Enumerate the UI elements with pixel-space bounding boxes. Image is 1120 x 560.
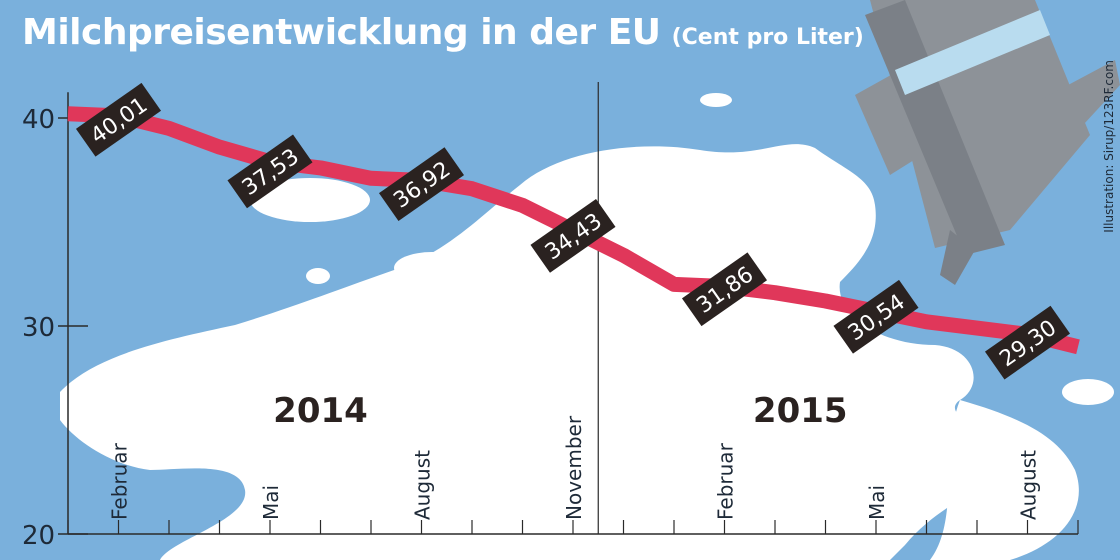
chart-subtitle: (Cent pro Liter) xyxy=(671,25,864,50)
milk-splash-illustration xyxy=(60,93,1114,560)
data-label-box xyxy=(75,82,162,157)
y-tick-label: 30 xyxy=(22,313,55,343)
y-tick-label: 40 xyxy=(22,105,55,135)
month-label: November xyxy=(562,415,586,520)
month-label: Mai xyxy=(865,485,889,520)
data-label-box xyxy=(227,134,313,209)
data-label-box xyxy=(530,199,616,273)
chart-title: Milchpreisentwicklung in der EU xyxy=(22,12,661,53)
data-label-box xyxy=(378,147,465,221)
month-label: August xyxy=(1017,450,1041,520)
month-label: Februar xyxy=(108,442,132,520)
data-label-box xyxy=(681,252,768,327)
y-tick-label: 20 xyxy=(22,521,55,551)
milk-can-illustration xyxy=(855,0,1120,285)
data-label-box xyxy=(833,279,919,354)
data-label-box xyxy=(984,305,1071,380)
year-label: 2015 xyxy=(753,391,848,431)
year-label: 2014 xyxy=(273,391,368,431)
month-label: Mai xyxy=(259,485,283,520)
month-label: Februar xyxy=(714,442,738,520)
month-label: August xyxy=(411,450,435,520)
axes: 20 30 40 2014 2015 Februar Mai August November Fe… xyxy=(22,82,1079,551)
illustration-credit: Illustration: Sirup/123RF.com xyxy=(1102,60,1116,233)
chart-title-block: Milchpreisentwicklung in der EU (Cent pr… xyxy=(22,12,864,53)
